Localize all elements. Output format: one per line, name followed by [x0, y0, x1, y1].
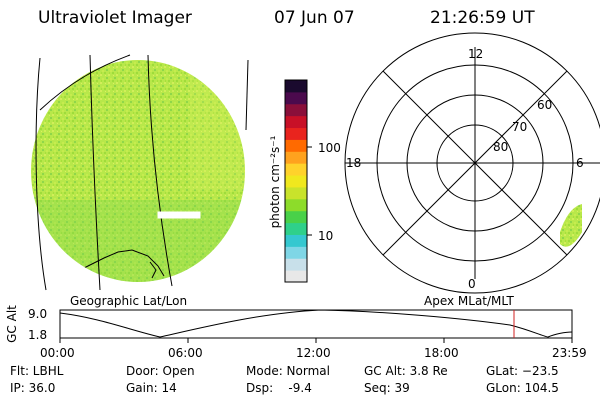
colorbar-label: photon cm⁻²s⁻¹	[268, 135, 282, 229]
colorbar-segment	[285, 127, 307, 140]
status-glon: GLon: 104.5	[486, 381, 559, 395]
colorbar-segment	[285, 163, 307, 176]
status-filter: Flt: LBHL	[10, 364, 64, 378]
gc-alt-ytick-high: 9.0	[28, 307, 48, 321]
apex-caption: Apex MLat/MLT	[424, 294, 514, 308]
status-mode: Mode: Normal	[246, 364, 330, 378]
colorbar-tick-100: 100	[318, 141, 341, 155]
lat-label-80: 80	[493, 140, 509, 154]
mlt-label-0: 0	[468, 277, 476, 291]
gc-alt-chart	[59, 309, 573, 343]
lat-label-70: 70	[512, 120, 528, 134]
x-tick-1200: 12:00	[296, 346, 331, 360]
colorbar-segment	[285, 175, 307, 188]
auroral-patch	[560, 204, 582, 247]
colorbar-frame	[284, 79, 308, 283]
x-tick-0600: 06:00	[168, 346, 203, 360]
colorbar-segment	[285, 103, 307, 117]
gc-alt-ylabel: GC Alt	[5, 305, 19, 343]
colorbar-segment	[285, 246, 307, 259]
status-ip: IP: 36.0	[10, 381, 56, 395]
colorbar-segment	[285, 258, 307, 271]
x-tick-2359: 23:59	[552, 346, 587, 360]
status-seq: Seq: 39	[364, 381, 410, 395]
polar-plot	[344, 32, 600, 294]
colorbar-segment	[285, 91, 307, 105]
mlt-label-18: 18	[346, 156, 362, 170]
x-tick-1800: 18:00	[424, 346, 459, 360]
instrument-title: Ultraviolet Imager	[38, 8, 192, 28]
colorbar-segment	[285, 234, 307, 247]
colorbar	[285, 80, 307, 283]
mlt-label-12: 12	[468, 47, 484, 61]
lat-label-60: 60	[537, 98, 553, 112]
time-label: 21:26:59 UT	[430, 8, 535, 28]
x-tick-0000: 00:00	[40, 346, 75, 360]
colorbar-segment	[285, 222, 307, 235]
geo-caption: Geographic Lat/Lon	[70, 294, 188, 308]
colorbar-segment	[285, 80, 307, 93]
colorbar-segment	[285, 139, 307, 152]
colorbar-segment	[285, 198, 307, 212]
colorbar-segment	[285, 151, 307, 164]
status-door: Door: Open	[126, 364, 195, 378]
colorbar-segment	[285, 210, 307, 224]
status-glat: GLat: −23.5	[486, 364, 559, 378]
status-dsp: Dsp: -9.4	[246, 381, 312, 395]
colorbar-segment	[285, 115, 307, 129]
mlt-label-6: 6	[576, 156, 584, 170]
gc-alt-curve	[59, 309, 573, 338]
status-gc-alt: GC Alt: 3.8 Re	[364, 364, 448, 378]
gc-alt-ytick-low: 1.8	[28, 328, 48, 342]
colorbar-segment	[285, 186, 307, 200]
earth-image	[31, 54, 249, 291]
colorbar-tick-10: 10	[318, 229, 334, 243]
colorbar-segment	[285, 270, 307, 283]
status-gain: Gain: 14	[126, 381, 177, 395]
date-label: 07 Jun 07	[274, 8, 355, 28]
